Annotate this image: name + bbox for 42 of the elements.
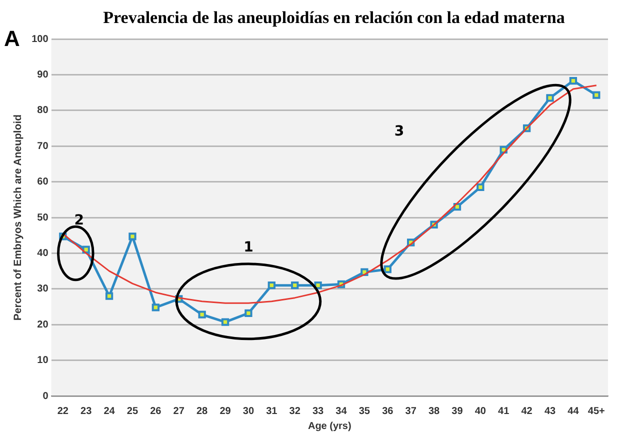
- x-tick-label: 36: [382, 406, 394, 417]
- x-tick-label: 27: [173, 406, 185, 417]
- x-tick-label: 34: [336, 406, 348, 417]
- y-tick-label: 50: [37, 212, 49, 224]
- x-tick-label: 44: [568, 406, 580, 417]
- x-tick-label: 30: [242, 406, 254, 417]
- x-tick-label: 32: [289, 406, 301, 417]
- x-tick-label: 22: [57, 406, 69, 417]
- y-tick-label: 0: [42, 390, 49, 402]
- x-tick-label: 28: [196, 406, 208, 417]
- x-tick-label: 29: [220, 406, 232, 417]
- x-tick-label: 24: [104, 406, 116, 417]
- x-tick-label: 35: [358, 406, 370, 417]
- y-tick-label: 10: [37, 355, 49, 366]
- y-tick-label: 100: [32, 34, 49, 45]
- y-tick-label: 20: [37, 319, 49, 330]
- x-tick-label: 38: [428, 406, 440, 417]
- x-tick-label: 25: [126, 406, 138, 417]
- x-tick-label: 40: [474, 406, 486, 417]
- x-tick-label: 26: [150, 406, 162, 417]
- annotation: 2: [74, 212, 84, 229]
- x-tick-label: 31: [266, 406, 278, 417]
- y-tick-label: 30: [37, 284, 49, 295]
- x-tick-label: 39: [452, 406, 464, 417]
- text: A: [4, 26, 20, 52]
- x-tick-label: 42: [521, 406, 533, 417]
- x-tick-label: 37: [405, 406, 417, 417]
- annotation: 1: [244, 239, 254, 256]
- y-tick-label: 80: [37, 105, 49, 116]
- x-tick-label: 45+: [588, 406, 606, 417]
- chart-title: Prevalencia de las aneuploidías en relación con la edad materna: [103, 8, 565, 27]
- x-tick-label: 33: [312, 406, 324, 417]
- x-tick-label: 43: [544, 406, 556, 417]
- x-tick-label: 41: [498, 406, 510, 417]
- x-axis-title: Age (yrs): [308, 420, 352, 432]
- y-axis-title: Percent of Embryos Which are Aneuploid: [12, 114, 24, 321]
- y-tick-label: 40: [37, 248, 49, 259]
- y-tick-label: 60: [37, 176, 49, 188]
- x-tick-label: 23: [80, 406, 92, 417]
- y-tick-label: 70: [37, 140, 49, 152]
- annotation: 3: [394, 123, 404, 140]
- y-tick-label: 90: [37, 69, 49, 80]
